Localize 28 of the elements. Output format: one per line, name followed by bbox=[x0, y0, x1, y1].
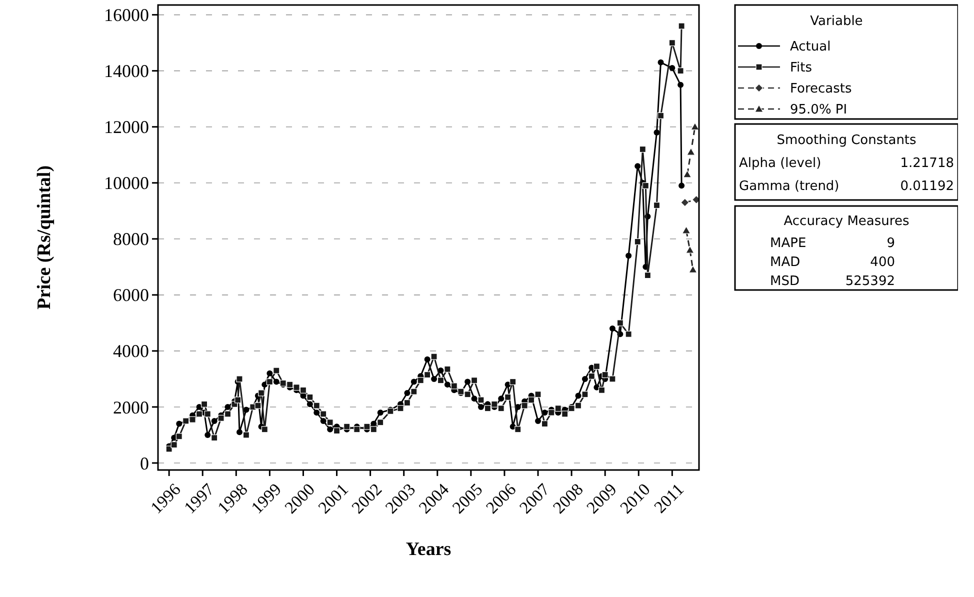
text: 525392 bbox=[845, 274, 895, 289]
y-tick-label: 2000 bbox=[113, 397, 149, 418]
text: 400 bbox=[870, 255, 895, 270]
y-tick-label: 8000 bbox=[113, 229, 149, 250]
y-tick-label: 12000 bbox=[104, 117, 149, 138]
text: 9 bbox=[886, 236, 895, 251]
legend-label: Forecasts bbox=[790, 82, 852, 97]
y-tick-label: 0 bbox=[140, 453, 149, 474]
text: MSD bbox=[770, 274, 800, 289]
y-tick-label: 6000 bbox=[113, 285, 149, 306]
text: Gamma (trend) bbox=[739, 179, 840, 194]
legend-title: Variable bbox=[810, 14, 863, 29]
text: 1.21718 bbox=[900, 156, 954, 171]
y-tick-label: 14000 bbox=[104, 61, 149, 82]
legend-label: 95.0% PI bbox=[790, 102, 848, 118]
legend-label: Fits bbox=[790, 60, 812, 76]
text: Accuracy Measures bbox=[784, 214, 910, 229]
y-tick-label: 4000 bbox=[113, 341, 149, 362]
text: Alpha (level) bbox=[739, 156, 822, 171]
y-tick-label: 16000 bbox=[104, 5, 149, 26]
y-tick-label: 10000 bbox=[104, 173, 149, 194]
legend-label: Actual bbox=[790, 40, 831, 55]
y-axis-title: Price (Rs/quintal) bbox=[34, 165, 55, 310]
text: Smoothing Constants bbox=[776, 133, 917, 148]
text: 0.01192 bbox=[900, 179, 954, 194]
x-axis-title: Years bbox=[406, 539, 452, 560]
text: MAD bbox=[770, 255, 800, 270]
text: MAPE bbox=[770, 236, 806, 251]
